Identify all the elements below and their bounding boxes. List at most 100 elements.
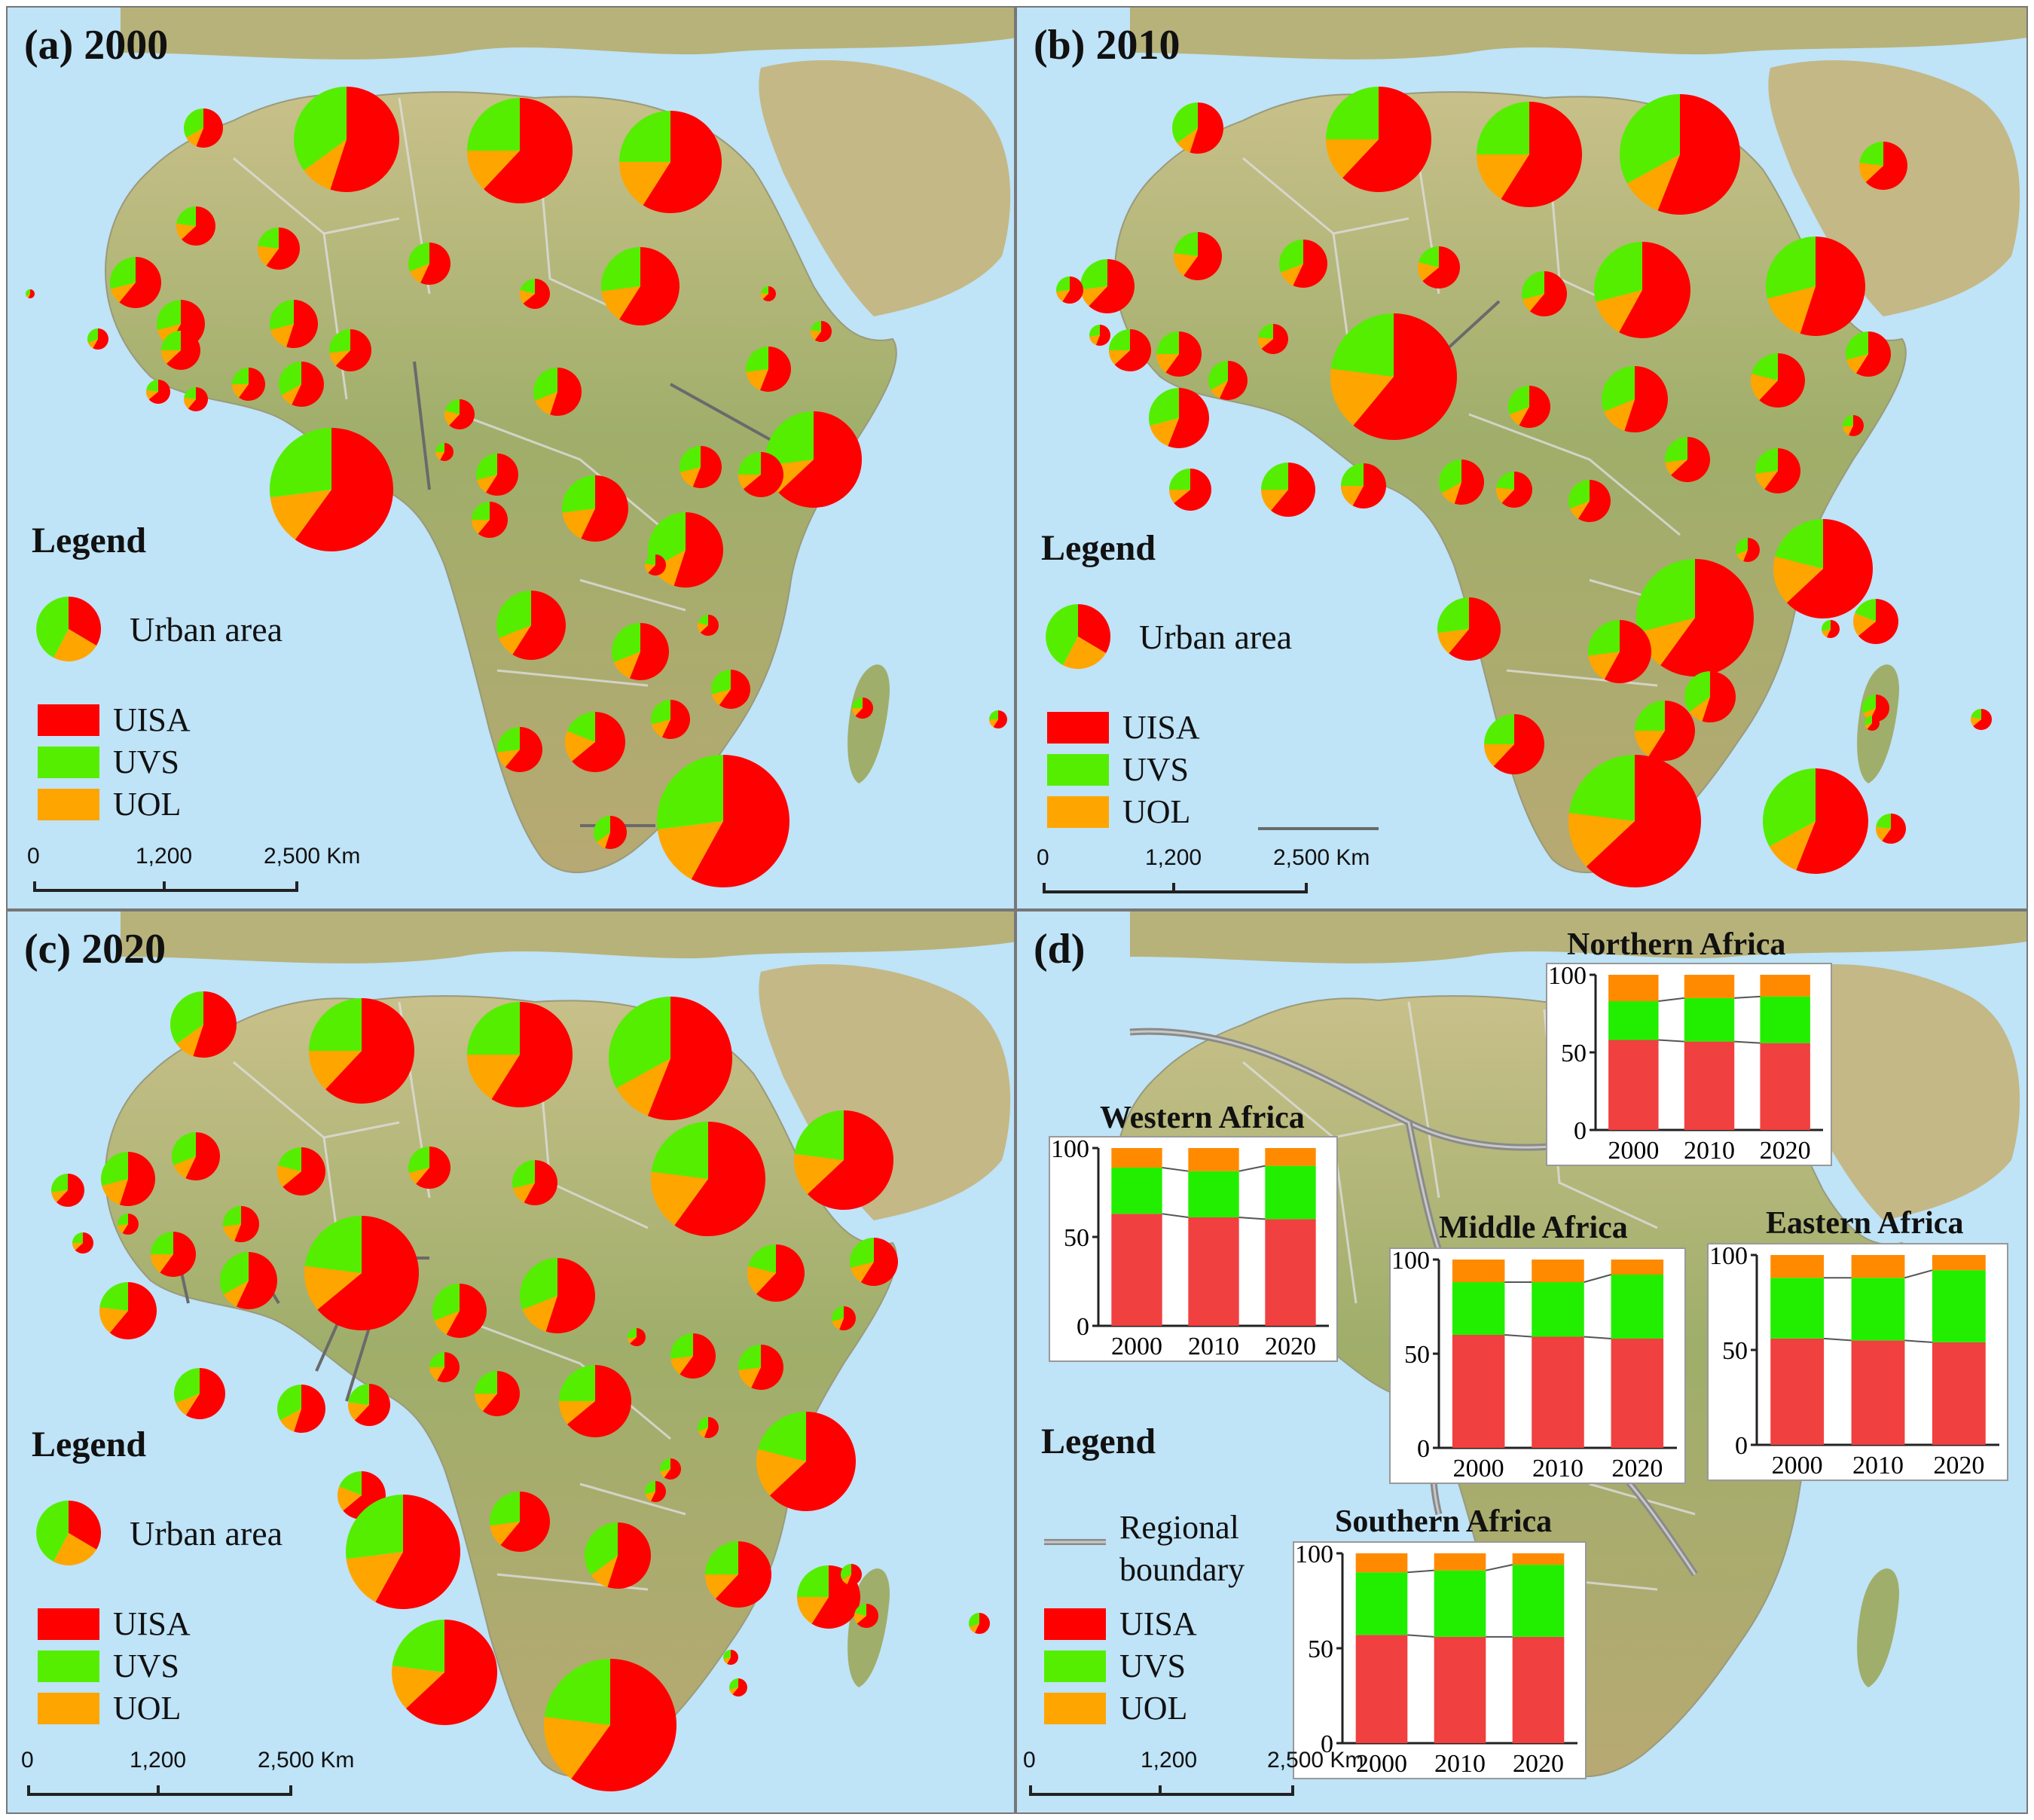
pie-slice-uvs [832,1306,844,1321]
chart-middle-africa: 0 50 100 2000 2010 2020 [1389,1247,1686,1484]
pie-slice-uisa [847,1564,863,1585]
pie-slice-uisa [335,329,372,371]
pie-slice-uvs [1752,353,1778,380]
pie-slice-uol [1638,618,1695,666]
urban-pie [270,428,393,551]
pie-slice-uisa [975,1613,990,1634]
pie-slice-uisa [420,243,451,285]
pie-slice-uisa [286,300,318,349]
region-title-southern: Southern Africa [1335,1504,1553,1539]
urban-pie [660,1458,682,1480]
urban-pie [723,1650,738,1665]
pie-slice-uol [346,1552,403,1602]
pie-slice-uisa [188,387,209,411]
pie-slice-uvs [51,1174,68,1192]
bar-segment-uvs [1770,1278,1825,1339]
pie-slice-uvs [1636,559,1695,633]
pie-slice-uvs [520,1258,557,1310]
pie-slice-uisa [1089,259,1135,313]
pie-slice-uisa [239,368,265,402]
pie-slice-uol [186,128,203,147]
pie-slice-uvs [1971,709,1981,719]
pie-slice-uol [1588,652,1620,679]
pie-slice-uvs [339,1471,362,1495]
pie-slice-uol [794,1153,844,1195]
uol-swatch [1047,795,1109,828]
y-tick-label: 50 [1722,1337,1748,1365]
urban-pie [680,446,722,488]
pie-slice-uol [851,1262,874,1283]
pie-slice-uisa [1422,246,1460,289]
pie-slice-uol [698,1428,708,1438]
urban-pie [520,1258,596,1333]
pie-slice-uisa [814,321,832,343]
pie-slice-uisa [581,475,629,542]
pie-slice-uol [176,223,196,240]
pie-slice-uisa [648,554,666,576]
region-title-middle: Middle Africa [1439,1211,1628,1245]
pie-slice-uisa [1114,329,1151,371]
pie-slice-uvs [304,1216,362,1273]
pie-slice-uisa [1454,460,1485,505]
urban-pie [811,321,832,343]
pie-slice-uisa [28,289,35,299]
pie-slice-uisa [1849,415,1864,437]
urban-pie [544,1659,676,1791]
pie-slice-uol [989,719,998,728]
pie-slice-uvs [723,1650,731,1660]
pie-slice-uisa [446,1284,487,1338]
pie-slice-uisa [1671,437,1710,482]
map-2000 [8,8,1014,908]
map-2010 [1017,8,2026,908]
pie-slice-uisa [1261,324,1288,354]
pie-slice-uvs [309,998,362,1051]
pie-slice-uol [1971,716,1981,726]
urban-pie [746,347,792,392]
pie-slice-uvs [1149,388,1179,426]
pie-slice-uol [652,550,686,586]
pie-slice-uvs [746,347,768,372]
urban-pie [1156,331,1202,377]
pie-slice-uol [1846,354,1868,374]
pie-slice-uol [1596,290,1642,333]
urban-pie [51,1174,84,1207]
urban-pie [1665,437,1710,482]
pie-slice-uisa [375,1495,461,1609]
pie-slice-uol [467,151,520,190]
y-tick-label: 100 [1391,1249,1430,1275]
bar-segment-uol [1532,1260,1584,1282]
urban-pie [609,997,733,1120]
pie-slice-uol [1859,162,1883,182]
pie-slice-uol [475,1394,497,1412]
pie-slice-uvs [1864,716,1872,725]
pie-slice-uvs [278,362,301,395]
pie-slice-uol [1174,252,1198,276]
scale-bar: 0 1,200 2,500 Km [1023,1748,1376,1808]
pie-slice-uvs [651,700,670,725]
urban-pie [1568,755,1701,887]
pie-slice-uvs [645,1481,655,1495]
urban-pie [832,1306,856,1330]
pie-slice-uol [1604,399,1635,431]
urban-pie [729,1678,748,1696]
pie-slice-uisa [571,1659,676,1791]
pie-slice-uvs [1261,463,1288,490]
pie-slice-uisa [860,1238,898,1286]
pie-slice-uvs [628,1328,637,1339]
pie-slice-uisa [1095,325,1110,346]
pie-slice-uisa [1493,714,1544,774]
pie-slice-uvs [711,670,731,695]
pie-slice-uisa [1219,361,1248,400]
pie-slice-uisa [512,591,566,661]
pie-slice-uol [660,1469,670,1478]
urban-area-pie-icon [36,596,102,661]
pie-slice-uisa [1867,716,1880,731]
pie-slice-uvs [850,1238,874,1268]
chart-western-africa: 0 50 100 2000 2010 2020 [1049,1135,1338,1362]
pie-slice-uol [651,719,670,737]
urban-pie [561,475,629,542]
pie-slice-uisa [1501,472,1532,508]
pie-slice-uol [657,821,723,880]
pie-slice-uvs [110,257,136,289]
scale-bar: 0 1,200 2,500 Km [21,1748,354,1808]
